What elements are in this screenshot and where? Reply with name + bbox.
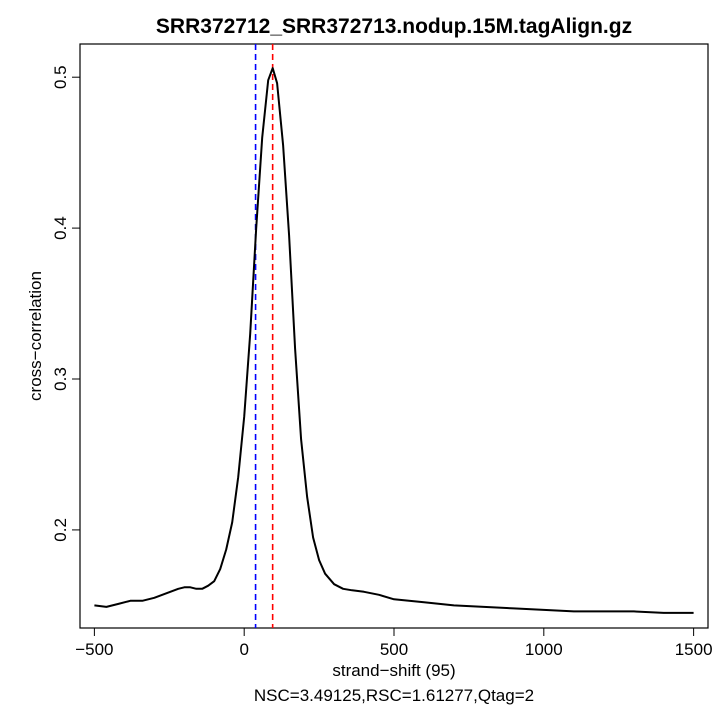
y-tick-label: 0.2	[51, 518, 70, 542]
chart-title: SRR372712_SRR372713.nodup.15M.tagAlign.g…	[156, 15, 632, 38]
y-axis: 0.2 0.3 0.4 0.5	[51, 65, 80, 542]
y-axis-label: cross−correlation	[26, 271, 45, 401]
y-tick-label: 0.3	[51, 367, 70, 391]
x-tick-label: 1500	[675, 640, 713, 659]
x-tick-label: 500	[380, 640, 408, 659]
series-line	[94, 67, 694, 614]
reference-lines	[254, 44, 274, 628]
series-layer	[94, 67, 694, 614]
y-tick-label: 0.5	[51, 65, 70, 89]
chart-subtitle: NSC=3.49125,RSC=1.61277,Qtag=2	[254, 686, 534, 705]
x-tick-label: 1000	[525, 640, 563, 659]
x-axis-label: strand−shift (95)	[332, 661, 455, 680]
y-tick-label: 0.4	[51, 216, 70, 240]
x-tick-label: −500	[75, 640, 113, 659]
x-tick-label: 0	[239, 640, 248, 659]
x-axis: −500 0 500 1000 1500	[75, 628, 713, 659]
